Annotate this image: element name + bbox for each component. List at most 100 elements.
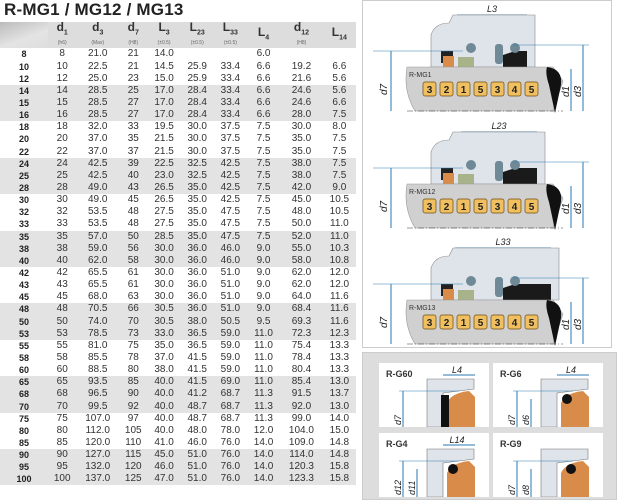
table-cell: 66 [119,303,148,316]
part-number-badge [524,198,539,214]
table-cell: 11.0 [254,351,273,363]
row-size-label: 14 [0,84,48,97]
row-size-label: 43 [18,280,29,291]
table-cell: 99.5 [76,400,120,413]
table-cell: 30.0 [147,242,181,255]
d7-label: d7 [379,83,390,95]
table-row: 85 85 120.0 110 41.0 46.0 76.0 14.0 109.0 14.8 [0,437,356,449]
table-cell: 17.0 [147,84,181,97]
part-number: 5 [478,202,484,213]
table-cell: 59.0 [220,351,241,363]
table-cell: 11.6 [322,315,356,328]
table-cell: 11.0 [322,230,356,243]
dimension-label: d11 [407,481,417,495]
table-cell: 100 [48,473,77,486]
seat-ring [443,56,454,67]
table-cell: 28 [48,181,77,195]
table-cell: 45.0 [291,194,312,206]
table-cell: 35.0 [180,181,214,195]
table-cell: 120.3 [280,461,323,474]
part-number-badge [456,314,471,330]
table-cell: 91.5 [280,388,323,401]
table-row: 80 80 112.0 105 40.0 48.0 78.0 12.0 104.0 15.0 [0,425,356,437]
table-cell: 25 [48,169,77,182]
table-cell: 33.4 [213,109,247,122]
table-row: 48 48 70.5 66 30.5 36.0 51.0 9.0 68.4 11.6 [0,303,356,316]
column-header: L33 (±0.5) [213,21,247,49]
dimension-label: d6 [521,415,531,425]
table-cell: 36.0 [187,266,207,278]
table-cell: 68.7 [220,412,241,424]
table-cell: 50.0 [291,218,312,230]
table-row: 60 60 88.5 80 38.0 41.5 59.0 11.0 80.4 13.3 [0,364,356,376]
face-ring [458,174,474,184]
table-cell: 12 [56,72,68,84]
table-cell: 59.0 [220,339,241,351]
seat-drawing: R-G6 L4 d7 d6 [493,363,603,427]
row-size-label: 32 [18,207,29,218]
d7-label: d7 [379,316,390,328]
table-cell: 40.0 [147,388,181,401]
table-cell: 40.0 [147,376,181,389]
table-cell: 21 [127,48,139,60]
table-row: 90 90 127.0 115 45.0 51.0 76.0 14.0 114.0 14.8 [0,449,356,462]
seal-drawing: L3R-MG13 2 1 5 3 4 5d7 d1 d3 [373,4,589,113]
column-header: d1 (h6) [48,21,77,49]
row-size-label: 33 [18,219,29,230]
table-cell: 12.0 [253,424,274,436]
table-cell: 14.8 [329,436,350,448]
part-number: 5 [529,202,535,213]
row-size-label: 95 [0,461,48,474]
table-cell: 7.5 [256,206,271,218]
table-cell: 11.3 [246,400,281,413]
part-number-badge [473,198,488,214]
table-cell: 45 [56,291,68,303]
seat-drawing-svg: L14 d12 d11 [393,435,475,497]
seal-model-label: R-MG13 [409,305,436,312]
dimension-table: d1 (h6) d3 (Max) d7 (H8) L3 (±0.5) L23 (±0.5) L33(… [0,21,356,486]
table-cell: 80 [56,424,68,436]
o-ring [510,43,520,53]
table-cell: 51.0 [180,461,214,474]
table-cell: 55.0 [280,242,323,255]
table-cell: 64.0 [291,291,312,303]
table-cell: 88.5 [88,364,108,376]
table-cell: 6.6 [256,72,271,84]
row-size-label: 58 [18,352,29,363]
table-cell: 74.0 [76,315,120,328]
table-cell: 36.0 [187,279,207,291]
table-cell [323,48,356,60]
table-cell: 49.0 [88,194,108,206]
table-cell: 37.5 [220,121,241,133]
table-cell: 37.0 [88,145,108,157]
table-cell: 40 [119,169,148,182]
table-row: 42 42 65.5 61 30.0 36.0 51.0 9.0 62.0 12.0 [0,267,356,279]
table-cell [181,48,214,60]
row-size-label: 55 [18,340,29,351]
table-cell: 30.0 [154,291,174,303]
table-cell: 21.5 [154,145,174,157]
header-corner [0,22,48,49]
table-cell: 13.0 [322,400,356,413]
table-cell: 26.5 [147,181,181,195]
table-cell: 30.0 [154,279,174,291]
table-cell: 110 [125,436,142,448]
part-number: 4 [512,202,518,213]
table-cell: 137.0 [76,473,120,486]
table-cell: 42.5 [220,194,241,206]
row-size-label: 60 [18,365,29,376]
table-cell: 37.0 [88,133,108,145]
table-cell: 41.0 [154,436,174,448]
table-row: 75 75 107.0 97 40.0 48.7 68.7 11.3 99.0 14.0 [0,413,356,425]
stationary-seat [447,391,475,427]
part-number-badge [507,314,522,330]
table-header: d1 (h6) d3 (Max) d7 (H8) L3 (±0.5) L23 (±0.5) L33(… [0,21,356,49]
table-cell: 21 [127,60,139,72]
part-number-badge [507,81,522,97]
table-cell: 40.0 [147,400,181,413]
table-cell: 63 [127,291,139,303]
table-row: 45 45 68.0 63 30.0 36.0 51.0 9.0 64.0 11.6 [0,291,356,303]
table-cell: 27 [119,109,148,122]
table-cell: 78 [127,351,139,363]
